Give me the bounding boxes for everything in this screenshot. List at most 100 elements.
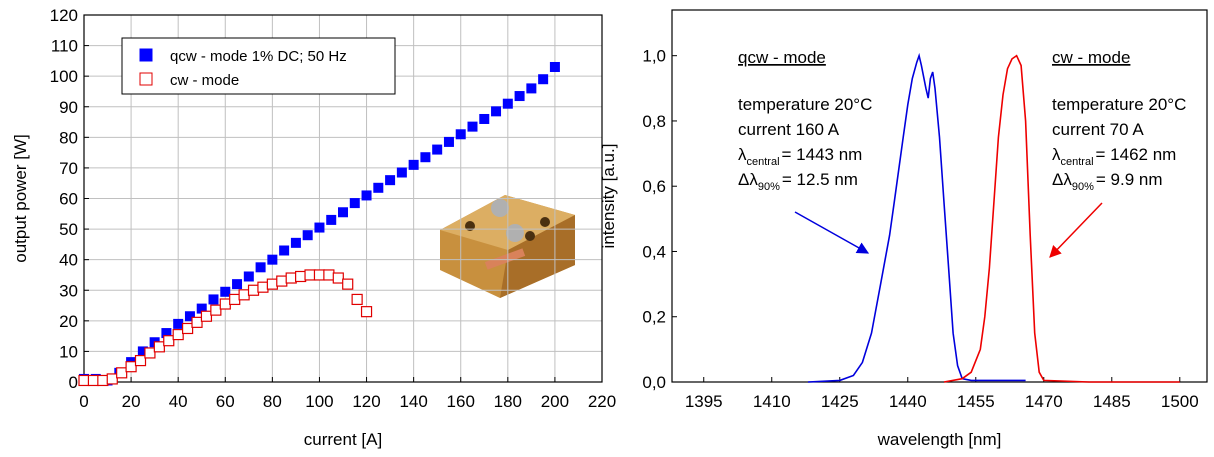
x-tick-label: 1425 [821, 392, 859, 411]
data-point [538, 74, 549, 85]
data-point [332, 272, 344, 284]
y-tick-label: 0,4 [642, 242, 666, 261]
data-point [342, 278, 354, 290]
annotation-text: current 160 A [738, 120, 840, 139]
data-point [526, 83, 537, 94]
data-point [172, 328, 184, 341]
data-point [302, 230, 313, 241]
x-tick-label: 180 [494, 392, 522, 411]
annotation-text: temperature 20°C [1052, 95, 1186, 114]
data-point [420, 152, 431, 163]
x-tick-label: 1485 [1093, 392, 1131, 411]
annotation-text: Δλ90% = 9.9 nm [1052, 170, 1163, 193]
y-tick-label: 90 [59, 98, 78, 117]
data-point [208, 294, 219, 305]
data-point [196, 303, 207, 314]
data-point [97, 374, 109, 387]
annotation-text: temperature 20°C [738, 95, 872, 114]
y-tick-label: 0,6 [642, 177, 666, 196]
data-point [116, 367, 128, 379]
symbol: λ [738, 145, 747, 164]
value-text: = 1462 nm [1096, 145, 1177, 164]
data-point [295, 270, 307, 283]
data-point [200, 310, 213, 322]
y-tick-label: 0 [69, 373, 78, 392]
x-tick-label: 160 [447, 392, 475, 411]
data-point [491, 106, 502, 117]
data-point [408, 159, 419, 170]
spectrum-line [943, 54, 1180, 383]
data-point [247, 284, 260, 296]
y-tick-label: 0,2 [642, 308, 666, 327]
x-axis-label: wavelength [nm] [877, 430, 1002, 449]
data-point [238, 289, 250, 301]
legend-marker [139, 48, 153, 62]
y-tick-label: 50 [59, 220, 78, 239]
x-tick-label: 100 [305, 392, 333, 411]
data-point [351, 293, 363, 306]
x-tick-label: 1500 [1161, 392, 1199, 411]
data-point [373, 182, 384, 193]
y-axis-label: output power [W] [11, 134, 30, 263]
y-tick-label: 100 [50, 67, 78, 86]
y-tick-label: 20 [59, 312, 78, 331]
data-point [314, 222, 325, 233]
spectrum-line [807, 52, 1026, 383]
annotation-text: Δλ90% = 12.5 nm [738, 170, 858, 193]
x-tick-label: 200 [541, 392, 569, 411]
data-point [385, 175, 396, 186]
arrow [794, 211, 870, 254]
data-point [267, 254, 278, 265]
data-point [220, 286, 231, 297]
annotation-title: qcw - mode [738, 48, 826, 67]
data-point [549, 61, 560, 72]
annotation-title: cw - mode [1052, 48, 1130, 67]
data-point [432, 144, 443, 155]
data-point [323, 269, 335, 281]
x-tick-label: 220 [588, 392, 616, 411]
y-tick-label: 120 [50, 6, 78, 25]
plot-frame [83, 14, 603, 383]
data-point [304, 269, 316, 281]
subscript: 90% [1072, 181, 1094, 193]
value-text: = 12.5 nm [782, 170, 858, 189]
legend-marker [139, 72, 153, 86]
x-tick-label: 1440 [889, 392, 927, 411]
legend-label: cw - mode [170, 72, 239, 89]
symbol: λ [1052, 145, 1061, 164]
data-point [396, 167, 407, 178]
data-point [163, 335, 175, 347]
data-point [229, 293, 241, 306]
data-point [173, 318, 184, 329]
data-point [326, 214, 337, 225]
annotation-text: λcentral = 1462 nm [1052, 145, 1176, 168]
data-point [255, 262, 266, 273]
subscript: central [1061, 156, 1094, 168]
data-point [514, 91, 525, 102]
y-tick-label: 70 [59, 159, 78, 178]
y-tick-label: 110 [51, 37, 78, 56]
y-tick-label: 1,0 [642, 47, 666, 66]
subscript: 90% [758, 181, 780, 193]
data-point [191, 316, 203, 328]
data-point [210, 304, 222, 316]
data-point [257, 281, 269, 293]
data-point [134, 354, 147, 367]
data-point [443, 136, 454, 147]
data-point [285, 272, 297, 284]
x-tick-label: 20 [122, 392, 141, 411]
x-tick-label: 140 [399, 392, 427, 411]
x-tick-label: 40 [169, 392, 188, 411]
x-tick-label: 60 [216, 392, 235, 411]
data-point [243, 271, 254, 282]
x-tick-label: 120 [352, 392, 380, 411]
symbol: Δλ [738, 170, 758, 189]
data-point [182, 322, 194, 335]
x-tick-label: 1455 [957, 392, 995, 411]
x-tick-label: 1395 [685, 392, 723, 411]
symbol: Δλ [1052, 170, 1072, 189]
data-point [479, 113, 490, 124]
data-point [125, 361, 137, 373]
annotation-text: λcentral = 1443 nm [738, 145, 862, 168]
y-tick-label: 80 [59, 128, 78, 147]
